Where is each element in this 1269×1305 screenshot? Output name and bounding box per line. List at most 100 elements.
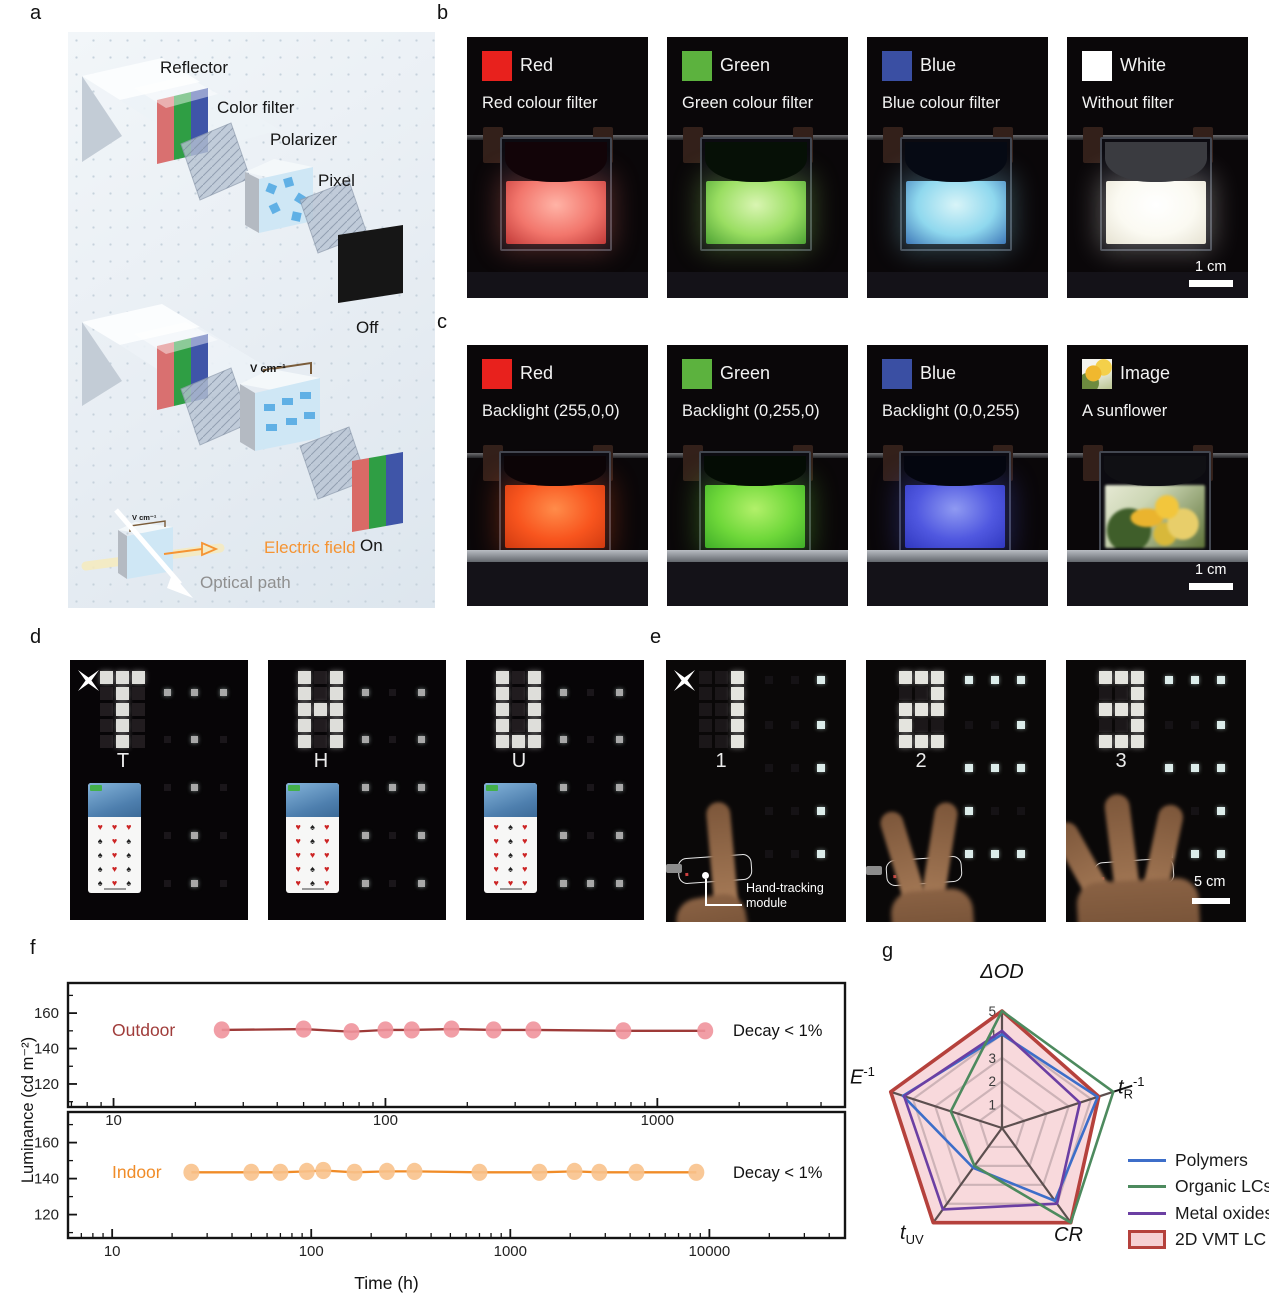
spade-icon: ♠ bbox=[508, 864, 513, 874]
lc-cell-cuvette bbox=[899, 451, 1011, 555]
array-pixel-cell bbox=[389, 832, 396, 839]
array-pixel-cell bbox=[791, 676, 799, 684]
pixel-cell bbox=[1115, 735, 1128, 748]
array-pixel-cell bbox=[389, 689, 396, 696]
pixel-cell bbox=[1115, 719, 1128, 732]
pixel-cell bbox=[512, 719, 525, 732]
color-swatch bbox=[482, 51, 512, 81]
on-state-stack bbox=[82, 304, 403, 532]
phone-badge bbox=[486, 785, 498, 791]
panel-label-c: c bbox=[437, 311, 447, 333]
swatch-label: Blue bbox=[920, 55, 957, 75]
heart-icon: ♥ bbox=[111, 836, 118, 846]
array-pixel-cell bbox=[191, 689, 198, 696]
array-pixel-cell bbox=[191, 784, 198, 791]
radar-axis-tr: tR-1 bbox=[1118, 1074, 1145, 1102]
heart-icon: ♥ bbox=[324, 864, 330, 874]
label-color-filter: Color filter bbox=[217, 98, 295, 117]
glowing-liquid bbox=[505, 485, 605, 548]
photo-caption: Blue colour filter bbox=[882, 94, 1001, 112]
heart-icon: ♥ bbox=[493, 836, 499, 846]
pixel-cell bbox=[1099, 703, 1112, 716]
pixel-cell bbox=[512, 687, 525, 700]
pixel-cell bbox=[731, 671, 744, 684]
pixel-cell bbox=[528, 719, 541, 732]
photo-letter-T: T ♥ ♥ ♥ ♠ ♥ ♠ ♠ ♥ ♠ ♠ ♥ ♠ ♠ ♥ ♠ bbox=[70, 660, 248, 920]
glowing-liquid bbox=[906, 180, 1006, 244]
array-pixel-cell bbox=[220, 784, 227, 791]
spade-icon: ♠ bbox=[508, 822, 513, 832]
spade-icon: ♠ bbox=[508, 836, 513, 846]
radar-chart: 1 2 3 4 5 bbox=[888, 1004, 1133, 1225]
cuvette-dark-top bbox=[704, 456, 806, 486]
svg-text:1000: 1000 bbox=[494, 1243, 527, 1260]
heart-icon: ♥ bbox=[493, 864, 499, 874]
pixel-cell bbox=[100, 735, 113, 748]
panel-label-a: a bbox=[30, 2, 42, 24]
pixel-cell bbox=[1099, 719, 1112, 732]
displayed-digit: 3 bbox=[1115, 750, 1127, 772]
array-pixel-cell bbox=[1017, 721, 1025, 729]
pixel-cell bbox=[298, 671, 311, 684]
phone-card-grid: ♥ ♠ ♥ ♥ ♠ ♥ ♥ ♠ ♥ ♥ ♠ ♥ ♥ ♥ ♥ bbox=[484, 817, 537, 888]
svg-text:4: 4 bbox=[988, 1027, 996, 1042]
svg-text:Decay < 1%: Decay < 1% bbox=[733, 1022, 823, 1040]
svg-text:140: 140 bbox=[34, 1171, 59, 1188]
pixel-cell bbox=[496, 703, 509, 716]
swatch-label: Red bbox=[520, 363, 554, 383]
pixel-cell bbox=[496, 735, 509, 748]
array-pixel-cell bbox=[616, 880, 623, 887]
radar-axis-e: E-1 bbox=[850, 1064, 875, 1089]
pixel-cell bbox=[899, 687, 912, 700]
array-pixel-cell bbox=[418, 736, 425, 743]
pixel-cell bbox=[116, 671, 129, 684]
legend-item-metal-oxides: Metal oxides bbox=[1128, 1200, 1269, 1227]
photo-gesture-1: 1 Hand-tracking module bbox=[666, 660, 846, 922]
pixel-cell bbox=[715, 671, 728, 684]
panel-label-d: d bbox=[30, 626, 42, 648]
array-pixel-cell bbox=[991, 764, 999, 772]
pixel-cell bbox=[715, 687, 728, 700]
array-pixel-cell bbox=[220, 689, 227, 696]
array-pixel-cell bbox=[587, 784, 594, 791]
photo-caption: Backlight (255,0,0) bbox=[482, 402, 620, 420]
radar-axis-delta-od: ΔOD bbox=[980, 961, 1024, 983]
clamp-left bbox=[683, 127, 703, 163]
pixel-cell bbox=[931, 719, 944, 732]
array-pixel-cell bbox=[765, 807, 773, 815]
array-pixel-cell bbox=[389, 736, 396, 743]
photo-blue-colour-filter: Blue Blue colour filter bbox=[867, 37, 1048, 298]
bench-shadow bbox=[467, 562, 648, 606]
pixel-cell bbox=[1115, 671, 1128, 684]
array-pixel-cell bbox=[220, 736, 227, 743]
label-inset-voltage: V cm⁻¹ bbox=[132, 513, 157, 522]
pixel-cell bbox=[314, 687, 327, 700]
heart-icon: ♥ bbox=[295, 864, 301, 874]
pixel-cell bbox=[931, 735, 944, 748]
phone-home-bar bbox=[103, 888, 126, 890]
array-pixel-cell bbox=[587, 736, 594, 743]
cuvette-dark-top bbox=[505, 142, 607, 182]
legend-label: Metal oxides bbox=[1175, 1202, 1269, 1223]
pixel-cell bbox=[330, 687, 343, 700]
clamp-left bbox=[883, 127, 903, 163]
color-swatch bbox=[882, 51, 912, 81]
spade-icon: ♠ bbox=[508, 850, 513, 860]
phone-badge bbox=[90, 785, 102, 791]
heart-icon: ♥ bbox=[324, 850, 330, 860]
array-pixel-cell bbox=[616, 689, 623, 696]
spade-icon: ♠ bbox=[126, 850, 132, 860]
label-voltage: V cm⁻¹ bbox=[250, 363, 286, 375]
array-pixel-cell bbox=[560, 880, 567, 887]
pixel-cell bbox=[496, 719, 509, 732]
array-pixel-cell bbox=[418, 880, 425, 887]
lc-cell-cuvette bbox=[700, 137, 812, 251]
pixel-cell bbox=[1131, 719, 1144, 732]
pixel-cell bbox=[314, 703, 327, 716]
svg-text:2: 2 bbox=[988, 1074, 996, 1089]
pixel-cell bbox=[496, 671, 509, 684]
label-polarizer: Polarizer bbox=[270, 130, 338, 149]
array-pixel-cell bbox=[817, 807, 825, 815]
pixel-cell bbox=[116, 719, 129, 732]
